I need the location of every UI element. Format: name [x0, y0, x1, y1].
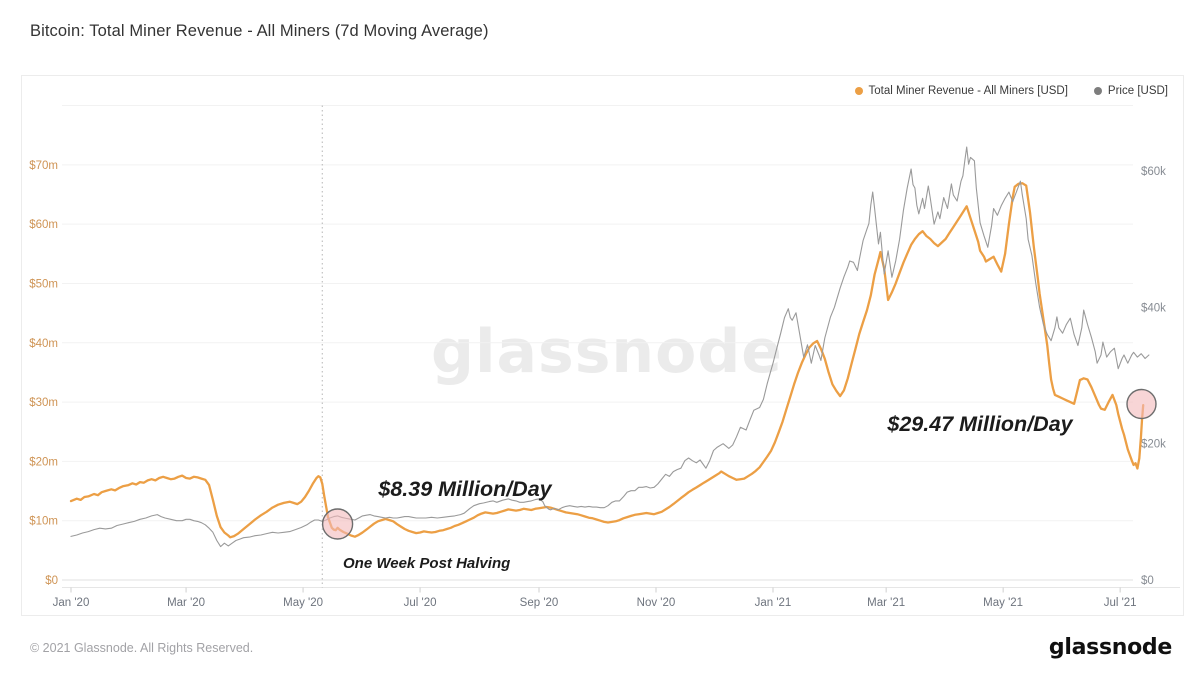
annotation-circle-1	[321, 508, 354, 540]
legend-label-price: Price [USD]	[1107, 85, 1168, 97]
page-title: Bitcoin: Total Miner Revenue - All Miner…	[30, 22, 489, 40]
x-tick-label: Jul '21	[1104, 597, 1137, 609]
y-right-label: $60k	[1141, 166, 1166, 178]
legend-item-price[interactable]: Price [USD]	[1093, 85, 1168, 97]
x-tick-label: Jan '20	[53, 597, 90, 609]
y-right-label: $40k	[1141, 302, 1166, 314]
y-left-label: $10m	[29, 516, 58, 528]
chart-legend: Total Miner Revenue - All Miners [USD] P…	[854, 85, 1168, 97]
y-left-label: $60m	[29, 219, 58, 231]
footer-copyright: © 2021 Glassnode. All Rights Reserved.	[30, 641, 254, 655]
x-tick-label: Mar '21	[867, 597, 905, 609]
y-right-label: $20k	[1141, 439, 1166, 451]
y-left-label: $30m	[29, 397, 58, 409]
annotation-text-1: $8.39 Million/Day	[377, 477, 552, 501]
x-tick-label: May '20	[283, 597, 323, 609]
x-tick-label: Nov '20	[637, 597, 676, 609]
annotation-text-2: One Week Post Halving	[343, 555, 510, 572]
miner-revenue-line	[69, 182, 1145, 539]
y-left-label: $0	[45, 575, 58, 587]
legend-dot-miner-revenue-icon	[854, 87, 863, 95]
annotation-circle-2	[1126, 388, 1157, 420]
legend-dot-price-icon	[1093, 87, 1102, 95]
x-tick-label: Jan '21	[755, 597, 792, 609]
price-line	[70, 146, 1150, 548]
plot-area[interactable]	[62, 106, 1133, 581]
x-tick-label: Mar '20	[167, 597, 205, 609]
annotation-text-3: $29.47 Million/Day	[886, 412, 1073, 436]
glassnode-watermark: glassnode	[431, 317, 783, 387]
y-right-label: $0	[1141, 575, 1154, 587]
legend-label-miner-revenue: Total Miner Revenue - All Miners [USD]	[868, 85, 1068, 97]
y-left-label: $20m	[29, 456, 58, 468]
x-tick-label: Sep '20	[520, 597, 559, 609]
y-left-label: $70m	[29, 160, 58, 172]
x-tick-label: Jul '20	[404, 597, 437, 609]
glassnode-logo: glassnode	[1048, 635, 1172, 660]
x-tick-label: May '21	[983, 597, 1023, 609]
y-left-label: $40m	[29, 338, 58, 350]
y-left-label: $50m	[29, 278, 58, 290]
legend-item-miner-revenue[interactable]: Total Miner Revenue - All Miners [USD]	[854, 85, 1068, 97]
